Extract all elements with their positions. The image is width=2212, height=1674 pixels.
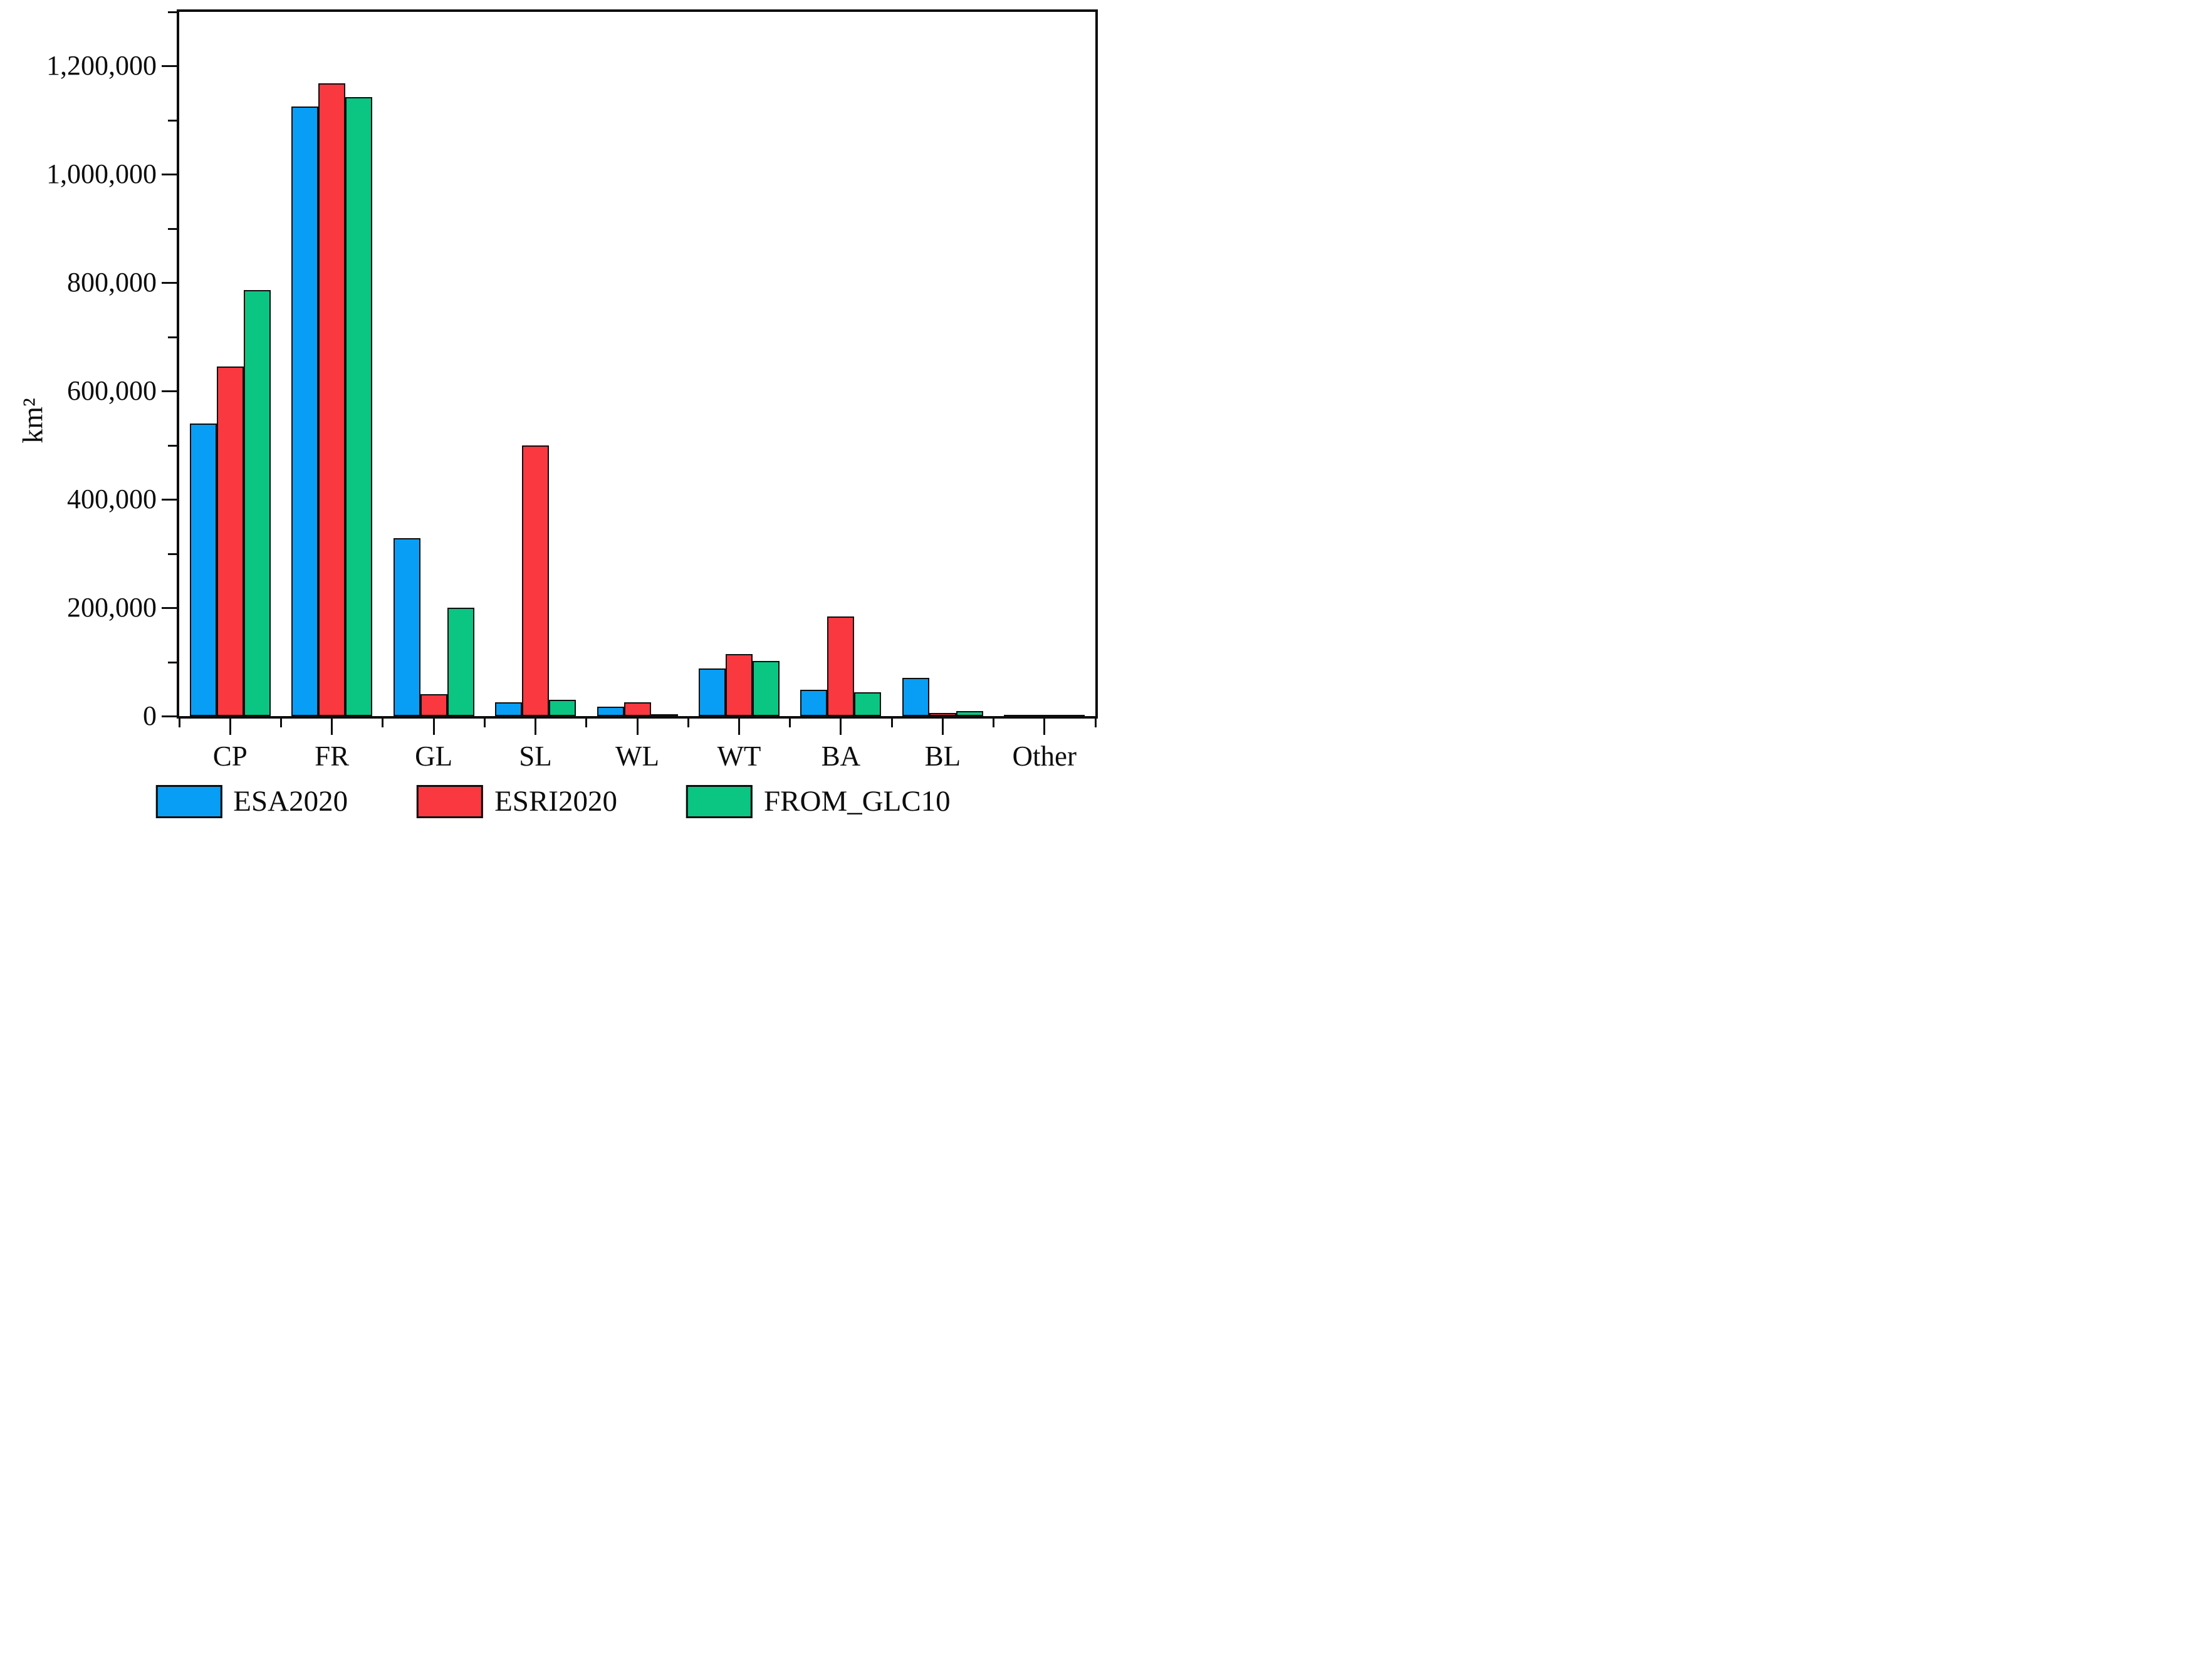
bar-Other-ESA2020 (1004, 715, 1031, 717)
x-boundary-tick (585, 719, 588, 727)
y-tick-label: 800,000 (67, 267, 157, 298)
x-boundary-tick (789, 719, 791, 727)
bar-GL-FROM_GLC10 (447, 608, 474, 716)
x-center-tick (1043, 719, 1046, 735)
bar-GL-ESRI2020 (420, 694, 447, 716)
bar-WL-ESA2020 (597, 707, 624, 716)
legend-swatch-FROM_GLC10 (686, 784, 753, 818)
y-tick-label: 1,000,000 (46, 159, 157, 190)
legend-item-ESRI2020: ESRI2020 (417, 784, 617, 818)
x-tick-label-BA: BA (821, 741, 861, 772)
bar-WL-FROM_GLC10 (651, 714, 678, 717)
legend: ESA2020 ESRI2020 FROM_GLC10 (155, 784, 951, 818)
x-center-tick (535, 719, 537, 735)
legend-item-FROM_GLC10: FROM_GLC10 (686, 784, 951, 818)
bar-SL-ESA2020 (495, 702, 522, 716)
y-tick-label: 400,000 (67, 484, 157, 515)
bar-chart-figure: km² 0 200,000 400,000 600,000 800,000 1,000,0… (0, 0, 1106, 837)
x-boundary-tick (178, 719, 180, 727)
bar-CP-FROM_GLC10 (244, 290, 271, 716)
legend-swatch-ESA2020 (155, 784, 222, 818)
x-tick-label-CP: CP (212, 741, 248, 772)
bar-SL-FROM_GLC10 (549, 700, 576, 716)
x-tick-label-FR: FR (315, 741, 350, 772)
x-center-tick (331, 719, 333, 735)
x-center-tick (840, 719, 842, 735)
legend-label-FROM_GLC10: FROM_GLC10 (763, 785, 951, 818)
bar-WT-FROM_GLC10 (753, 661, 780, 716)
y-major-tick (162, 715, 177, 717)
y-tick-label: 600,000 (67, 375, 157, 407)
y-major-tick (162, 499, 177, 501)
y-major-tick (162, 174, 177, 176)
y-major-tick (162, 282, 177, 284)
x-tick-label-WT: WT (717, 741, 761, 772)
x-tick-label-GL: GL (415, 741, 453, 772)
bar-FR-ESRI2020 (318, 83, 345, 716)
bar-WT-ESRI2020 (726, 654, 753, 716)
y-minor-tick (168, 661, 177, 663)
bar-CP-ESA2020 (190, 424, 217, 716)
y-major-tick (162, 607, 177, 610)
y-minor-tick (168, 11, 177, 13)
legend-label-ESRI2020: ESRI2020 (494, 785, 617, 818)
legend-item-ESA2020: ESA2020 (155, 784, 348, 818)
y-minor-tick (168, 227, 177, 230)
x-boundary-tick (279, 719, 282, 727)
legend-swatch-ESRI2020 (417, 784, 484, 818)
bar-FR-ESA2020 (291, 107, 318, 716)
x-center-tick (432, 719, 435, 735)
x-boundary-tick (382, 719, 384, 727)
x-tick-label-BL: BL (924, 741, 961, 772)
y-minor-tick (168, 119, 177, 122)
y-major-tick (162, 65, 177, 68)
x-center-tick (636, 719, 639, 735)
bar-FR-FROM_GLC10 (345, 97, 372, 716)
bar-Other-FROM_GLC10 (1058, 715, 1085, 717)
bar-BA-FROM_GLC10 (854, 692, 881, 716)
bar-WT-ESA2020 (699, 668, 726, 716)
x-boundary-tick (993, 719, 995, 727)
bar-GL-ESA2020 (394, 538, 420, 716)
x-tick-label-Other: Other (1012, 741, 1077, 772)
bar-BL-ESRI2020 (929, 713, 956, 716)
x-boundary-tick (890, 719, 893, 727)
bar-Other-ESRI2020 (1031, 715, 1058, 717)
bar-BA-ESRI2020 (827, 616, 854, 716)
x-boundary-tick (1094, 719, 1097, 727)
bar-BA-ESA2020 (800, 690, 827, 716)
bar-CP-ESRI2020 (217, 367, 244, 716)
y-tick-label: 0 (143, 700, 157, 731)
x-center-tick (229, 719, 231, 735)
bar-BL-ESA2020 (902, 678, 929, 716)
x-center-tick (738, 719, 740, 735)
x-boundary-tick (483, 719, 486, 727)
legend-label-ESA2020: ESA2020 (233, 785, 348, 818)
x-tick-label-SL: SL (519, 741, 552, 772)
bar-BL-FROM_GLC10 (956, 711, 983, 716)
x-boundary-tick (687, 719, 689, 727)
y-minor-tick (168, 336, 177, 338)
y-major-tick (162, 390, 177, 393)
y-minor-tick (168, 553, 177, 555)
bar-WL-ESRI2020 (624, 702, 651, 716)
y-tick-label: 200,000 (67, 592, 157, 623)
bar-SL-ESRI2020 (522, 445, 549, 716)
y-minor-tick (168, 444, 177, 447)
x-center-tick (941, 719, 944, 735)
x-tick-label-WL: WL (615, 741, 659, 772)
y-tick-label: 1,200,000 (46, 50, 157, 81)
